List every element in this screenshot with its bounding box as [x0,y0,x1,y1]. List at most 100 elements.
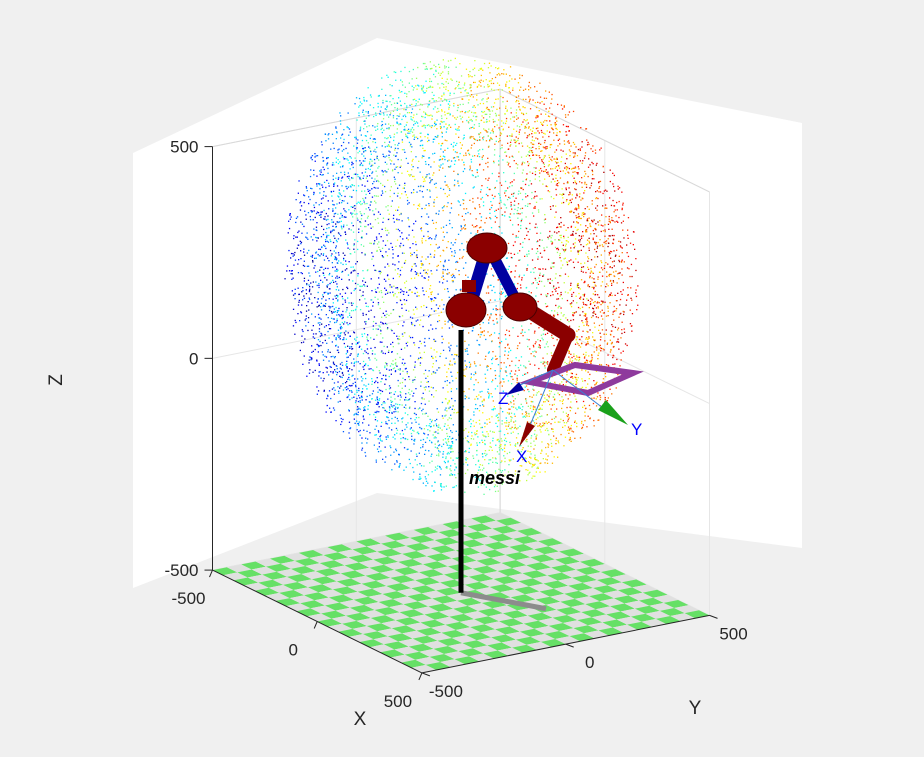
cloud-point [589,277,591,279]
cloud-point [572,171,574,173]
cloud-point [385,310,387,312]
cloud-point [453,358,455,360]
cloud-point [414,366,416,368]
cloud-point [382,155,385,158]
cloud-point [555,416,557,418]
cloud-point [376,156,378,158]
cloud-point [502,411,504,413]
cloud-point [492,82,495,85]
cloud-point [429,177,431,179]
cloud-point [381,247,384,249]
cloud-point [550,143,553,146]
cloud-point [361,103,363,105]
cloud-point [336,283,338,285]
cloud-point [463,219,465,221]
cloud-point [559,383,561,385]
cloud-point [417,319,419,321]
cloud-point [522,121,524,123]
floor-tile [306,613,332,622]
cloud-point [465,458,467,460]
cloud-point [533,448,535,450]
cloud-point [572,377,574,379]
cloud-point [405,109,407,111]
floor-tile [285,603,311,612]
cloud-point [365,177,367,179]
cloud-point [303,251,305,253]
cloud-point [336,241,338,243]
cloud-point [414,105,417,107]
cloud-point [287,232,289,234]
cloud-point [592,150,594,152]
cloud-point [524,193,527,195]
floor-tile [587,622,613,631]
cloud-point [560,234,562,237]
cloud-point [377,403,379,405]
floor-tile [508,573,533,582]
cloud-point [457,182,459,184]
cloud-point [414,344,416,346]
floor-tile [335,607,361,616]
cloud-point [413,189,415,191]
cloud-point [381,421,383,424]
cloud-point [394,422,396,424]
cloud-point [455,144,457,146]
cloud-point [482,80,484,82]
cloud-point [359,345,361,347]
cloud-point [447,402,449,404]
cloud-point [349,437,351,439]
cloud-point [621,332,623,335]
cloud-point [300,201,302,203]
cloud-point [442,349,445,351]
cloud-point [532,420,535,422]
cloud-point [384,141,386,144]
cloud-point [480,484,482,486]
cloud-point [356,397,358,400]
cloud-point [475,372,477,375]
cloud-point [621,208,623,211]
cloud-point [454,160,457,162]
cloud-point [328,185,330,187]
cloud-point [539,82,541,84]
cloud-point [618,187,621,189]
cloud-point [375,269,377,272]
cloud-point [359,363,361,365]
cloud-point [479,327,482,329]
cloud-point [569,438,571,440]
cloud-point [425,306,428,308]
cloud-point [320,211,322,213]
cloud-point [463,390,465,393]
cloud-point [539,268,541,270]
cloud-point [519,108,521,110]
cloud-point [376,250,378,252]
cloud-point [324,339,326,342]
floor-tile [342,620,367,629]
floor-tile [438,529,464,538]
cloud-point [570,259,572,261]
cloud-point [501,449,504,451]
cloud-point [485,162,487,165]
cloud-point [433,256,435,258]
cloud-point [415,453,418,455]
cloud-point [378,291,380,293]
cloud-point [327,200,329,202]
cloud-point [374,357,376,360]
floor-tile [364,602,390,610]
cloud-point [557,103,559,106]
cloud-point [585,225,587,227]
cloud-point [454,463,456,465]
cloud-point [386,313,388,315]
cloud-point [473,124,476,126]
cloud-point [529,158,532,160]
cloud-point [378,411,380,413]
cloud-point [404,412,406,414]
cloud-point [303,355,305,357]
cloud-point [536,282,538,284]
cloud-point [565,317,567,319]
floor-tile [525,591,550,600]
cloud-point [522,188,524,191]
floor-tile [416,627,442,636]
cloud-point [542,121,545,123]
cloud-point [347,112,349,114]
cloud-point [389,84,391,86]
